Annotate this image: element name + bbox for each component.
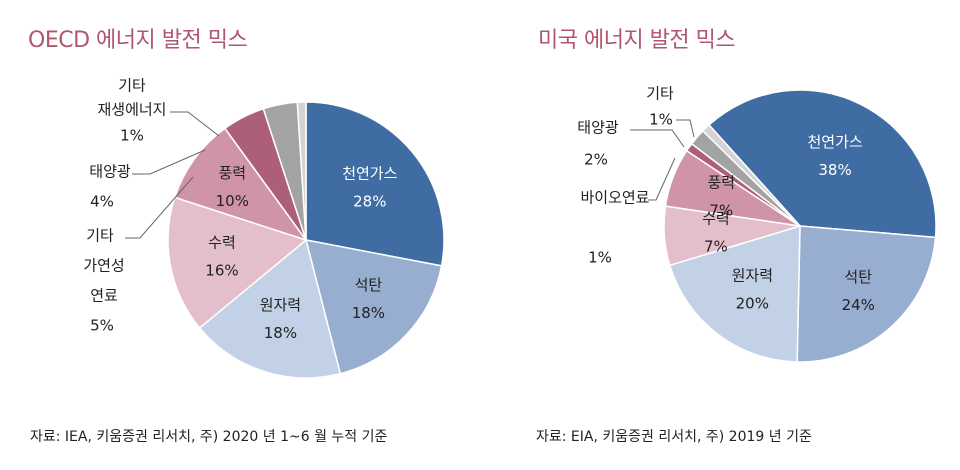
pie-slice-hydro	[167, 196, 308, 330]
us-pie-chart: 천연가스38%석탄24%원자력20%수력7%풍력7%바이오연료1%태양광2%기타…	[577, 85, 937, 363]
slice-value-hydro: 7%	[704, 238, 728, 256]
leader-line-other-renewable	[676, 119, 695, 138]
slice-name-other-fuel: 연료	[90, 287, 118, 305]
slice-name-nuclear: 원자력	[260, 296, 301, 314]
chart-title: 미국 에너지 발전 믹스	[538, 28, 736, 53]
slice-value-nuclear: 18%	[264, 324, 297, 342]
slice-value-other-renewable: 1%	[649, 111, 673, 129]
chart-title: OECD 에너지 발전 믹스	[28, 28, 248, 53]
slice-value-other-renewable: 1%	[120, 127, 144, 145]
slice-name-wind: 풍력	[219, 164, 247, 182]
pie-slice-coal	[796, 225, 937, 363]
pie-slice-other-renewable	[701, 123, 801, 227]
pie-slice-nuclear	[198, 238, 342, 379]
slice-value-solar: 4%	[90, 193, 114, 211]
slice-value-coal: 18%	[352, 304, 385, 322]
leader-line-solar	[132, 149, 206, 175]
slice-name-other-renewable: 재생에너지	[97, 101, 166, 119]
oecd-chart-panel: OECD 에너지 발전 믹스 천연가스 28% 석탄 18% 원자력 18% 수력 16% 풍력…	[28, 28, 445, 445]
leader-line-other-renewable	[170, 111, 220, 137]
pie-slice-coal	[304, 239, 443, 375]
slice-value-hydro: 16%	[205, 262, 238, 280]
pie-slice-nuclear	[668, 224, 801, 363]
slice-name-coal: 석탄	[844, 268, 872, 286]
us-chart-panel: 미국 에너지 발전 믹스 천연가스 38% 석탄 24% 원자력 20% 수력 7% 풍력 7% 바…	[480, 0, 960, 470]
slice-value-natural-gas: 28%	[353, 193, 386, 211]
slice-name-other-fuel: 바이오연료	[580, 189, 649, 207]
slice-name-other-renewable: 기타	[118, 77, 146, 95]
source-note: 자료: IEA, 키움증권 리서치, 주) 2020 년 1~6 월 누적 기준	[30, 429, 388, 445]
pie-slice-natural-gas	[305, 101, 445, 267]
slice-value-other-fuel: 1%	[588, 249, 612, 267]
leader-line-solar	[630, 129, 685, 148]
slice-value-natural-gas: 38%	[818, 161, 851, 179]
slice-name-other-fuel: 가연성	[83, 257, 124, 275]
slice-name-nuclear: 원자력	[732, 266, 773, 284]
slice-name-natural-gas: 천연가스	[342, 165, 397, 183]
slice-name-coal: 석탄	[355, 276, 383, 294]
slice-value-wind: 7%	[709, 201, 733, 219]
slice-name-other-renewable: 기타	[646, 85, 674, 103]
slice-name-hydro: 수력	[702, 210, 730, 228]
leader-line-other-fuel	[648, 157, 676, 201]
slice-value-other-fuel: 5%	[90, 317, 114, 335]
slice-name-natural-gas: 천연가스	[807, 133, 862, 151]
slice-name-solar: 태양광	[577, 119, 619, 137]
pie-slice-other-renewable	[296, 101, 307, 241]
slice-value-wind: 10%	[216, 192, 249, 210]
pie-slice-natural-gas	[707, 89, 937, 239]
slice-name-solar: 태양광	[89, 163, 131, 181]
slice-name-hydro: 수력	[208, 234, 236, 252]
slice-value-solar: 2%	[584, 151, 608, 169]
slice-name-wind: 풍력	[707, 173, 735, 191]
leader-line-other-fuel	[125, 176, 194, 239]
pie-slice-wind	[173, 127, 308, 242]
slice-value-coal: 24%	[842, 296, 875, 314]
source-note: 자료: EIA, 키움증권 리서치, 주) 2019 년 기준	[536, 429, 812, 445]
slice-name-other-fuel: 기타	[86, 227, 114, 245]
slice-value-nuclear: 20%	[736, 294, 769, 312]
